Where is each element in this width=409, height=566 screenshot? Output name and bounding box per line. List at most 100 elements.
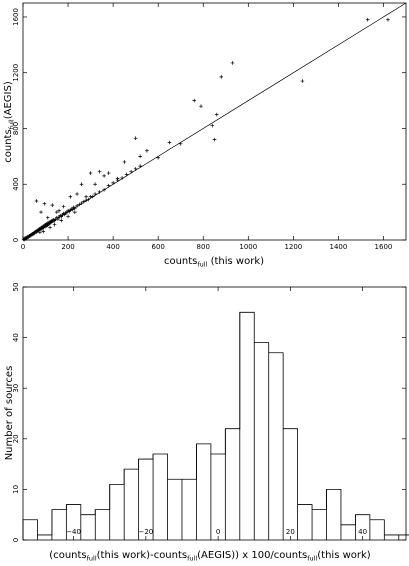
- scatter-x-tick-label: 0: [21, 243, 25, 251]
- scatter-point: [156, 155, 160, 160]
- scatter-point: [365, 17, 370, 22]
- histogram-x-axis-label: (countsfull(this work)-countsfull(AEGIS)…: [49, 550, 370, 563]
- scatter-point: [52, 222, 57, 227]
- scatter-point: [93, 192, 97, 196]
- scatter-x-tick-label: 600: [151, 243, 164, 251]
- scatter-point: [70, 207, 75, 212]
- scatter-point: [199, 104, 203, 108]
- scatter-point: [66, 214, 70, 219]
- scatter-point: [75, 204, 79, 208]
- scatter-point: [84, 198, 88, 203]
- scatter-x-tick-label: 1000: [239, 243, 257, 251]
- histogram-chart: −40 −20 0 20 40 0 10 20 30 40 50 (countsfull(this …: [4, 283, 409, 563]
- histogram-x-tick-label: 40: [358, 528, 367, 536]
- histogram-y-tick-label: 10: [12, 485, 20, 494]
- histogram-x-tick-label: −40: [66, 528, 81, 536]
- scatter-point: [210, 123, 215, 128]
- scatter-point: [86, 197, 91, 202]
- scatter-y-tick-label: 1200: [12, 64, 20, 82]
- scatter-x-tick-label: 800: [197, 243, 210, 251]
- scatter-point: [167, 140, 172, 145]
- scatter-point: [300, 79, 305, 83]
- scatter-y-tick-label: 400: [12, 178, 20, 191]
- histogram-bars: [22, 312, 400, 540]
- scatter-point: [54, 210, 59, 214]
- scatter-point: [68, 194, 73, 199]
- scatter-point: [59, 218, 64, 223]
- scatter-point: [82, 199, 86, 204]
- histogram-y-tick-label: 40: [12, 333, 20, 342]
- scatter-point: [120, 176, 124, 180]
- scatter-point: [145, 148, 149, 153]
- histogram-outline: [22, 311, 409, 540]
- scatter-point: [102, 174, 106, 178]
- scatter-point: [38, 230, 42, 235]
- scatter-point: [138, 154, 142, 159]
- scatter-point: [133, 167, 138, 171]
- scatter-chart: 0 200 400 600 800 1000 1200 1400 1600 0 400 800 1200…: [3, 2, 407, 269]
- histogram-y-tick-label: 20: [12, 434, 20, 443]
- scatter-point: [73, 210, 77, 214]
- scatter-y-tick-label: 0: [12, 238, 20, 242]
- scatter-x-tick-label: 1400: [329, 243, 347, 251]
- histogram-x-tick-label: 0: [216, 528, 220, 536]
- scatter-plot-frame: [22, 2, 407, 241]
- scatter-point: [386, 17, 390, 22]
- scatter-point: [50, 203, 55, 207]
- histogram-y-tick-label: 0: [12, 538, 20, 542]
- scatter-point: [129, 169, 133, 174]
- scatter-point: [133, 136, 138, 141]
- histogram-plot-frame: [22, 286, 407, 541]
- scatter-point: [84, 194, 88, 199]
- scatter-point: [48, 225, 52, 230]
- scatter-points: [21, 17, 390, 242]
- scatter-point: [192, 98, 197, 103]
- scatter-y-tick-label: 1600: [12, 8, 20, 26]
- scatter-point: [102, 188, 106, 192]
- scatter-x-tick-label: 400: [106, 243, 119, 251]
- scatter-point: [79, 182, 84, 187]
- scatter-point: [212, 137, 217, 142]
- scatter-point: [39, 210, 43, 214]
- scatter-point: [178, 142, 183, 146]
- scatter-point: [214, 112, 219, 117]
- scatter-point: [97, 190, 102, 194]
- scatter-point: [56, 217, 60, 221]
- scatter-point: [138, 164, 142, 168]
- scatter-point: [42, 201, 47, 206]
- scatter-y-axis-label: countsfull(AEGIS): [3, 81, 16, 163]
- scatter-point: [61, 204, 66, 209]
- scatter-point: [45, 215, 50, 220]
- scatter-point: [41, 229, 46, 234]
- scatter-ticks: 0 200 400 600 800 1000 1200 1400 1600 0 400 800 1200…: [12, 3, 406, 251]
- scatter-point: [75, 192, 79, 196]
- scatter-point: [73, 206, 77, 211]
- scatter-point: [230, 61, 235, 65]
- scatter-point: [93, 182, 97, 187]
- scatter-point: [40, 226, 44, 231]
- histogram-y-axis-label: Number of sources: [4, 366, 15, 461]
- scatter-point: [122, 160, 127, 164]
- scatter-point: [34, 199, 39, 203]
- scatter-point: [91, 194, 95, 199]
- scatter-point: [124, 172, 129, 177]
- scatter-x-tick-label: 200: [61, 243, 74, 251]
- scatter-point: [219, 75, 224, 79]
- histogram-y-tick-label: 50: [12, 283, 20, 292]
- scatter-x-axis-label: countsfull (this work): [164, 256, 264, 269]
- scatter-point: [111, 181, 115, 185]
- scatter-point: [57, 208, 61, 213]
- scatter-point: [106, 171, 111, 175]
- scatter-point: [88, 171, 93, 175]
- scatter-point: [97, 169, 102, 174]
- histogram-x-tick-label: −20: [138, 528, 153, 536]
- scatter-point: [115, 176, 120, 181]
- scatter-y-tick-label: 800: [12, 122, 20, 135]
- histogram-ticks: −40 −20 0 20 40 0 10 20 30 40 50: [12, 283, 406, 542]
- scatter-point: [106, 183, 111, 188]
- scatter-x-tick-label: 1600: [375, 243, 393, 251]
- scatter-x-tick-label: 1200: [284, 243, 302, 251]
- scatter-point: [79, 201, 84, 205]
- scatter-point: [77, 202, 82, 207]
